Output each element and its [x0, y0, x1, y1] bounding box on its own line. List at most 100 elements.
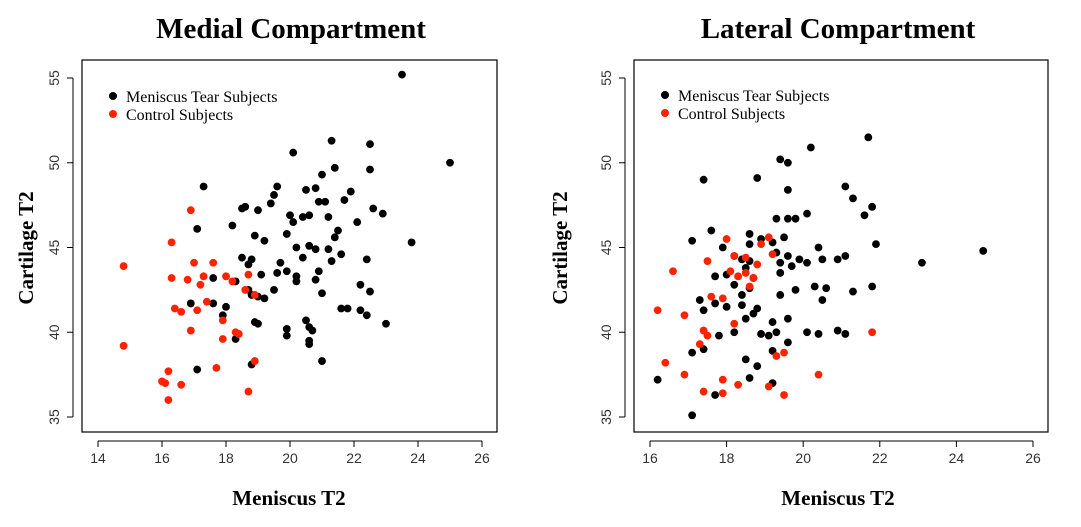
data-point: [282, 324, 291, 333]
data-point: [841, 330, 850, 338]
data-point: [753, 260, 762, 269]
data-point: [353, 218, 362, 226]
data-point: [918, 258, 926, 267]
plot-frame: [81, 59, 498, 433]
data-point: [327, 257, 336, 265]
data-point: [318, 289, 326, 298]
legend-marker: [109, 92, 117, 100]
data-point: [680, 370, 689, 379]
data-point: [186, 206, 195, 215]
data-point: [868, 202, 877, 211]
data-point: [292, 243, 301, 252]
data-point: [745, 240, 754, 249]
data-point: [803, 328, 811, 337]
x-axis-label: Meniscus T2: [781, 486, 894, 510]
data-point: [250, 291, 259, 299]
data-point: [244, 260, 253, 269]
data-point: [222, 272, 230, 281]
data-point: [864, 133, 873, 142]
data-point: [695, 340, 704, 349]
data-point: [722, 302, 731, 311]
data-point: [305, 241, 314, 250]
data-point: [849, 194, 857, 203]
data-point: [818, 255, 827, 264]
legend-entry: Meniscus Tear Subjects: [678, 88, 829, 105]
y-tick-label: 40: [598, 324, 614, 340]
data-point: [699, 306, 708, 315]
x-tick-label: 16: [154, 450, 170, 466]
data-point: [228, 277, 237, 286]
data-point: [250, 318, 259, 326]
data-point: [314, 267, 323, 276]
legend-marker: [661, 91, 669, 99]
data-point: [695, 296, 704, 304]
legend-entry: Control Subjects: [678, 106, 785, 123]
data-point: [193, 224, 202, 233]
data-point: [218, 335, 227, 343]
data-point: [757, 240, 765, 249]
data-point: [730, 280, 739, 289]
data-point: [119, 262, 128, 271]
data-point: [979, 246, 988, 255]
data-point: [270, 285, 278, 294]
chart-title: Medial Compartment: [156, 13, 426, 45]
data-point: [209, 258, 218, 267]
data-point: [186, 299, 195, 308]
data-point: [764, 382, 773, 391]
data-point: [337, 250, 346, 259]
data-point: [868, 282, 877, 291]
y-tick-label: 40: [46, 324, 62, 340]
data-point: [282, 267, 291, 276]
data-point: [814, 243, 823, 252]
data-point: [818, 296, 827, 304]
data-point: [741, 355, 750, 364]
data-point: [780, 233, 788, 242]
data-point: [753, 174, 762, 182]
data-point: [703, 257, 712, 265]
data-point: [209, 299, 218, 308]
data-point: [872, 240, 880, 249]
data-point: [738, 301, 746, 310]
data-point: [222, 302, 230, 311]
data-point: [814, 370, 823, 379]
y-tick-label: 50: [598, 155, 614, 171]
data-point: [841, 252, 850, 260]
y-tick-label: 45: [46, 240, 62, 256]
y-tick-label: 35: [598, 409, 614, 425]
x-tick-label: 24: [949, 450, 965, 466]
data-point: [199, 182, 208, 191]
data-point: [193, 306, 202, 315]
data-point: [730, 328, 739, 337]
data-point: [783, 214, 792, 223]
data-point: [741, 253, 750, 262]
data-point: [311, 184, 320, 193]
x-tick-label: 20: [282, 450, 298, 466]
data-point: [244, 270, 253, 279]
data-point: [711, 391, 720, 399]
legend-marker: [109, 110, 117, 118]
data-point: [305, 340, 314, 349]
data-point: [228, 221, 237, 230]
data-point: [298, 213, 307, 221]
y-tick-label: 35: [46, 409, 62, 425]
data-point: [177, 380, 186, 389]
x-axis-label: Meniscus T2: [232, 486, 345, 510]
data-point: [810, 282, 819, 291]
data-point: [849, 287, 857, 296]
data-point: [282, 230, 291, 238]
data-point: [334, 226, 342, 235]
data-point: [164, 396, 173, 404]
series-meniscus-tear: [653, 133, 988, 420]
data-point: [653, 375, 662, 384]
data-point: [196, 280, 205, 289]
data-point: [776, 269, 785, 277]
data-point: [250, 357, 259, 365]
data-point: [119, 341, 128, 350]
data-point: [753, 362, 762, 371]
data-point: [711, 272, 720, 281]
data-point: [369, 204, 378, 213]
data-point: [362, 255, 371, 264]
lateral-scatter-plot: Lateral Compartment 16 18 20 22 24 26 35 40 45 50 5…: [548, 13, 1049, 510]
y-axis-label: Cartilage T2: [14, 191, 38, 304]
data-point: [286, 211, 294, 220]
